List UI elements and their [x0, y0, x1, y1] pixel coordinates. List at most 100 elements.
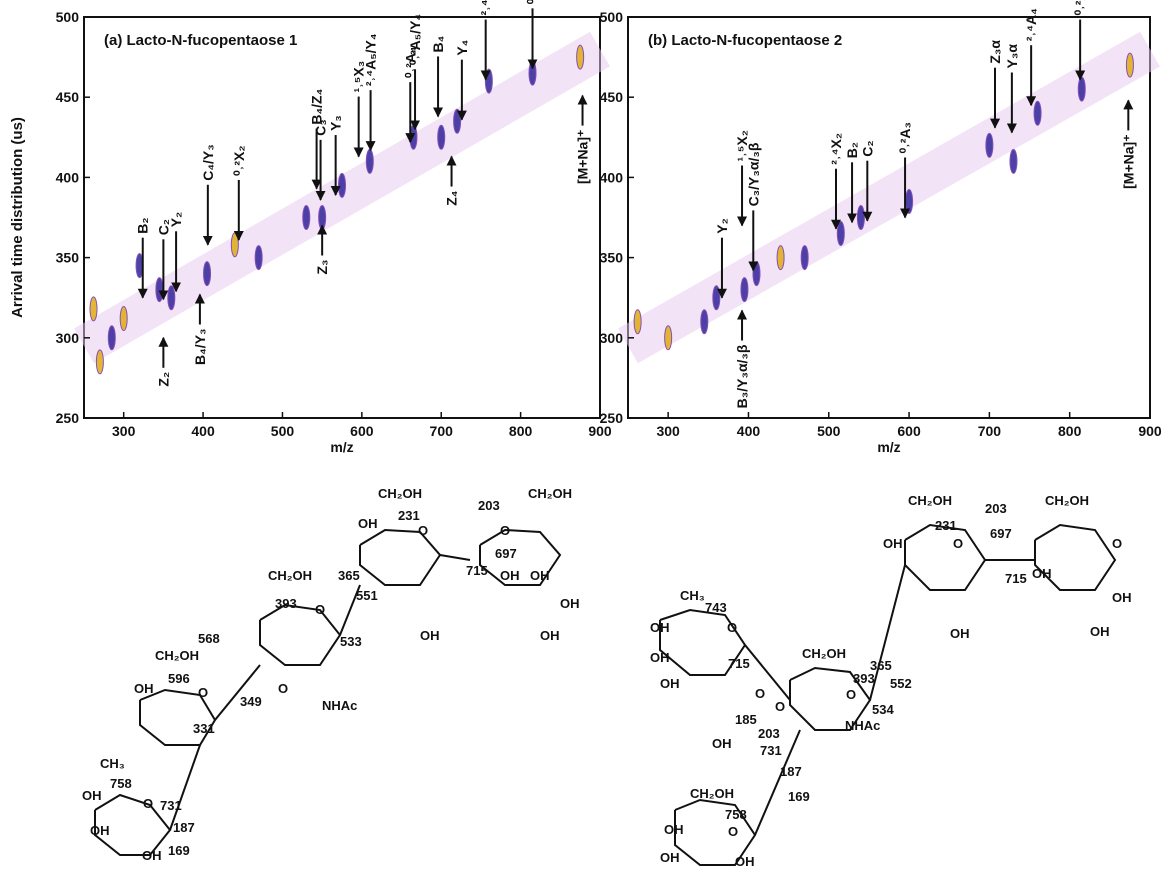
annotation-label: ²˒⁴X₂ — [828, 133, 844, 165]
structure-label: 203 — [985, 501, 1007, 516]
structure-label: 365 — [870, 658, 892, 673]
y-tick-label: 300 — [600, 330, 624, 346]
spot — [1009, 148, 1018, 174]
structure-label: OH — [712, 736, 732, 751]
y-tick-label: 250 — [600, 410, 624, 426]
spot — [203, 261, 212, 287]
structure-label: OH — [82, 788, 102, 803]
structure-label: OH — [660, 676, 680, 691]
spot — [776, 245, 785, 271]
structure-label: OH — [735, 854, 755, 869]
annotation-label: C₂ — [155, 219, 171, 235]
annotation-label: ⁰˒²A₅ — [525, 0, 541, 4]
x-tick-label: 400 — [737, 423, 761, 439]
structure-label: 731 — [760, 743, 782, 758]
spot — [155, 277, 164, 303]
annotation-label: Z₃ — [314, 260, 330, 275]
structure-label: 743 — [705, 600, 727, 615]
x-tick-label: 900 — [588, 423, 612, 439]
annotation-label: ²˒⁴A₅ — [478, 0, 494, 16]
spot — [712, 285, 721, 311]
structure-label: NHAc — [322, 698, 357, 713]
structure-label: OH — [1032, 566, 1052, 581]
x-tick-label: 600 — [897, 423, 921, 439]
structure-label: O — [198, 685, 208, 700]
structure-label: 365 — [338, 568, 360, 583]
annotation-label: [M+Na]⁺ — [1120, 134, 1136, 188]
y-tick-label: 500 — [56, 9, 80, 25]
structure-label: 568 — [198, 631, 220, 646]
structure-label: 534 — [872, 702, 894, 717]
y-tick-label: 250 — [56, 410, 80, 426]
structure-label: OH — [358, 516, 378, 531]
annotation-label: B₂ — [135, 217, 151, 233]
structure-label: O — [278, 681, 288, 696]
annotation-label: [M+Na]⁺ — [575, 130, 591, 184]
x-tick-label: 800 — [509, 423, 533, 439]
structure-label: OH — [540, 628, 560, 643]
structure-label: 231 — [935, 518, 957, 533]
annotation-label: Z₂ — [155, 372, 171, 387]
annotation-label: Z₃α — [987, 40, 1003, 64]
annotation-label: B₄/Y₃ — [192, 328, 208, 364]
x-tick-label: 600 — [350, 423, 374, 439]
x-tick-label: 700 — [978, 423, 1002, 439]
structure-label: CH₂OH — [155, 648, 199, 663]
structure-label: 731 — [160, 798, 182, 813]
annotation-label: ¹˒⁵X₃ — [351, 61, 367, 93]
structure-label: 551 — [356, 588, 378, 603]
x-tick-label: 500 — [271, 423, 295, 439]
structure-label: CH₃ — [100, 756, 125, 771]
spot — [230, 232, 239, 258]
structure-label: 331 — [193, 721, 215, 736]
structure-label: CH₂OH — [690, 786, 734, 801]
annotation-label: B₂ — [844, 142, 860, 158]
structure-label: 758 — [110, 776, 132, 791]
structure-label: OH — [90, 823, 110, 838]
structure-label: OH — [142, 848, 162, 863]
structure-label: 349 — [240, 694, 262, 709]
structure-label: OH — [1112, 590, 1132, 605]
structure-label: CH₂OH — [268, 568, 312, 583]
spot — [338, 172, 346, 198]
structure-label: CH₂OH — [528, 486, 572, 501]
structure-label: O — [953, 536, 963, 551]
structure-label: O — [775, 699, 785, 714]
structure-label: OH — [560, 596, 580, 611]
annotation-label: ⁰˒²A₃ — [897, 122, 913, 154]
y-tick-label: 350 — [600, 250, 624, 266]
spot — [800, 245, 809, 271]
structure-label: 203 — [758, 726, 780, 741]
structure-label: O — [1112, 536, 1122, 551]
structure-label: CH₂OH — [1045, 493, 1089, 508]
spot — [254, 245, 263, 271]
x-tick-label: 300 — [656, 423, 680, 439]
x-tick-label: 800 — [1058, 423, 1082, 439]
spot — [1125, 52, 1134, 78]
structure-label: O — [846, 687, 856, 702]
structure-label: 715 — [466, 563, 488, 578]
spot — [365, 148, 374, 174]
annotation-label: Y₄ — [454, 40, 470, 56]
structure-label: O — [418, 523, 428, 538]
structure-label: OH — [650, 620, 670, 635]
spot — [95, 349, 104, 375]
annotation-label: C₃/Y₃α/₃β — [745, 142, 761, 206]
annotation-label: Y₃ — [328, 115, 344, 131]
structure-label: O — [755, 686, 765, 701]
structure-label: 185 — [735, 712, 757, 727]
structure-label: O — [143, 796, 153, 811]
structure-label: 203 — [478, 498, 500, 513]
structure-label: 393 — [275, 596, 297, 611]
structure-label: 596 — [168, 671, 190, 686]
annotation-label: ⁰˒²A₅/Y₄ — [407, 14, 423, 65]
structure-label: CH₃ — [680, 588, 705, 603]
structure-label: OH — [664, 822, 684, 837]
structure-label: OH — [650, 650, 670, 665]
spot — [664, 325, 673, 351]
annotation-label: Y₃α — [1004, 44, 1020, 69]
spot — [856, 205, 865, 230]
x-tick-label: 900 — [1138, 423, 1162, 439]
structure-label: OH — [883, 536, 903, 551]
